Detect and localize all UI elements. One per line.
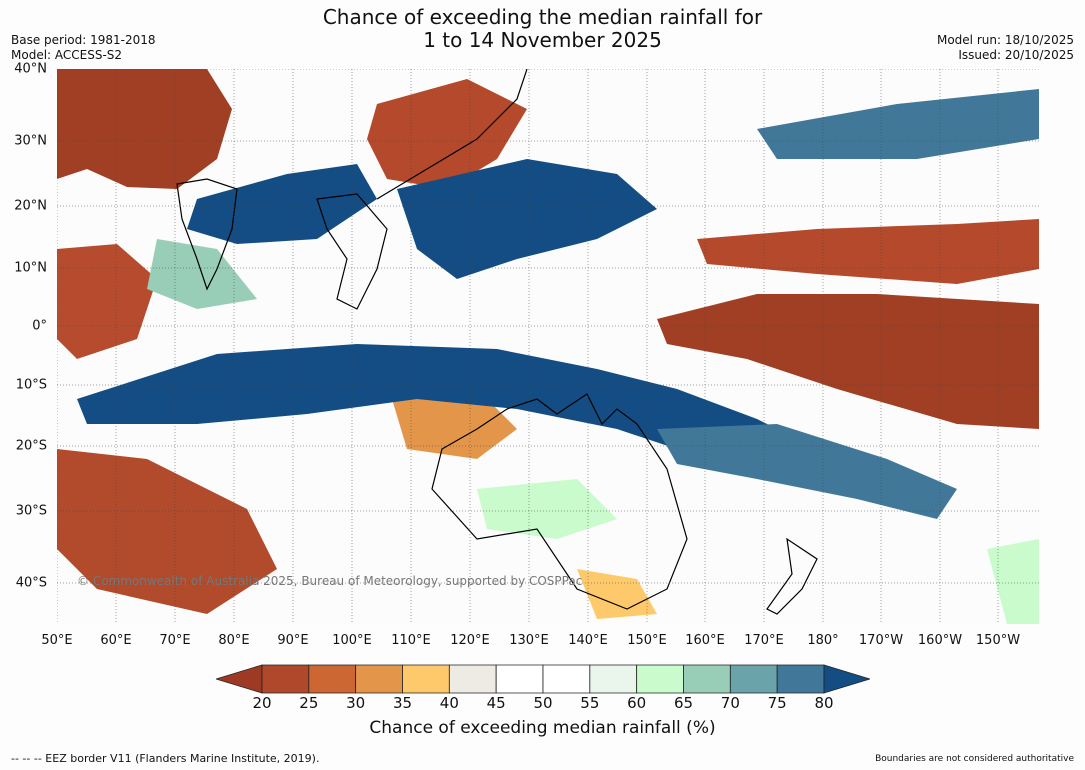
- colorbar-tick-label: 25: [299, 694, 319, 712]
- colorbar-tick-label: 80: [814, 694, 834, 712]
- lon-label: 180°: [807, 633, 839, 648]
- lon-label: 90°E: [277, 633, 309, 648]
- lon-label: 130°E: [509, 633, 549, 648]
- lon-label: 120°E: [450, 633, 490, 648]
- dry-region-south-indian-ocean: [57, 449, 277, 614]
- colorbar-tick-label: 55: [580, 694, 600, 712]
- copyright-notice: © Commonwealth of Australia 2025, Bureau…: [77, 574, 582, 588]
- lat-label: 30°N: [14, 133, 47, 149]
- colorbar-tick-label: 20: [252, 694, 272, 712]
- lat-label: 20°S: [15, 438, 47, 454]
- moderate-dry-region-2: [577, 569, 657, 619]
- lon-label: 60°E: [100, 633, 132, 648]
- lon-label: 70°E: [159, 633, 191, 648]
- colorbar: [216, 664, 870, 694]
- colorbar-tick-label: 60: [627, 694, 647, 712]
- moist-region-3: [987, 539, 1039, 624]
- colorbar-extend-high: [823, 664, 870, 694]
- dry-region-asia-mainland: [57, 69, 232, 189]
- issued-date: Issued: 20/10/2025: [958, 48, 1074, 62]
- wet-region-south-china-sea: [397, 159, 657, 279]
- lat-label: 40°S: [15, 575, 47, 591]
- colorbar-tick-label: 40: [439, 694, 459, 712]
- lat-label: 10°S: [15, 377, 47, 393]
- colorbar-tick-label: 75: [767, 694, 787, 712]
- lon-label: 100°E: [332, 633, 372, 648]
- wet-region-north-pacific: [757, 89, 1039, 159]
- base-period: Base period: 1981-2018: [11, 33, 156, 47]
- colorbar-tick-label: 45: [486, 694, 506, 712]
- moist-region-2: [477, 479, 617, 539]
- wet-region-maritime-continent: [77, 344, 817, 469]
- map-title-line-2: 1 to 14 November 2025: [423, 28, 662, 52]
- colorbar-segment: [355, 664, 403, 694]
- dry-region-india-west: [57, 244, 157, 359]
- graticule: [57, 69, 1039, 624]
- map-title-line-1: Chance of exceeding the median rainfall …: [322, 5, 763, 29]
- southeast-asia-coastline: [316, 193, 388, 310]
- lat-label: 40°N: [14, 61, 47, 77]
- eez-border-note: -- -- -- EEZ border V11 (Flanders Marine…: [11, 752, 320, 765]
- wet-region-coral-sea: [657, 424, 957, 519]
- colorbar-segment: [729, 664, 778, 694]
- colorbar-tick-label: 70: [720, 694, 740, 712]
- wet-region-bay-of-bengal: [187, 164, 377, 244]
- rainfall-map: © Commonwealth of Australia 2025, Bureau…: [57, 69, 1039, 624]
- lon-label: 50°E: [41, 633, 73, 648]
- china-coastline: [376, 69, 528, 200]
- lon-label: 170°W: [858, 633, 904, 648]
- colorbar-segment: [776, 664, 825, 694]
- colorbar-tick-label: 65: [673, 694, 694, 712]
- dry-region-north-pacific: [697, 219, 1039, 284]
- colorbar-label: Chance of exceeding median rainfall (%): [369, 718, 716, 738]
- lat-label: 10°N: [14, 260, 47, 276]
- colorbar-tick-label: 30: [346, 694, 366, 712]
- dry-region-china-east: [367, 79, 527, 189]
- model-run: Model run: 18/10/2025: [936, 33, 1074, 47]
- moderate-dry-region-1: [392, 389, 517, 459]
- colorbar-segment: [636, 664, 684, 694]
- lon-label: 150°W: [975, 633, 1021, 648]
- lat-label: 20°N: [14, 198, 47, 214]
- india-coastline: [176, 178, 238, 291]
- australia-coastline: [431, 393, 688, 610]
- lon-label: 150°E: [627, 633, 667, 648]
- model-name: Model: ACCESS-S2: [11, 48, 123, 62]
- lon-label: 140°E: [568, 633, 608, 648]
- coastlines: [176, 69, 818, 615]
- colorbar-segment: [683, 664, 731, 694]
- lon-label: 80°E: [218, 633, 250, 648]
- colorbar-segment: [542, 664, 591, 694]
- colorbar-tick-label: 50: [533, 694, 553, 712]
- colorbar-segment: [402, 664, 450, 694]
- lat-label: 30°S: [15, 503, 47, 519]
- lat-label: 0°: [32, 318, 47, 334]
- lon-label: 160°W: [917, 633, 963, 648]
- colorbar-segment: [448, 664, 497, 694]
- colorbar-segment: [308, 664, 357, 694]
- colorbar-extend-low: [216, 664, 263, 694]
- colorbar-segment: [589, 664, 638, 694]
- boundary-disclaimer: Boundaries are not considered authoritat…: [875, 754, 1074, 764]
- colorbar-segment: [261, 664, 310, 694]
- dry-region-equatorial-pacific: [657, 294, 1039, 429]
- lon-label: 160°E: [685, 633, 725, 648]
- lon-label: 110°E: [391, 633, 431, 648]
- colorbar-segment: [495, 664, 544, 694]
- colorbar-tick-label: 35: [392, 694, 413, 712]
- new-zealand-coastline: [766, 537, 818, 615]
- lon-label: 170°E: [744, 633, 784, 648]
